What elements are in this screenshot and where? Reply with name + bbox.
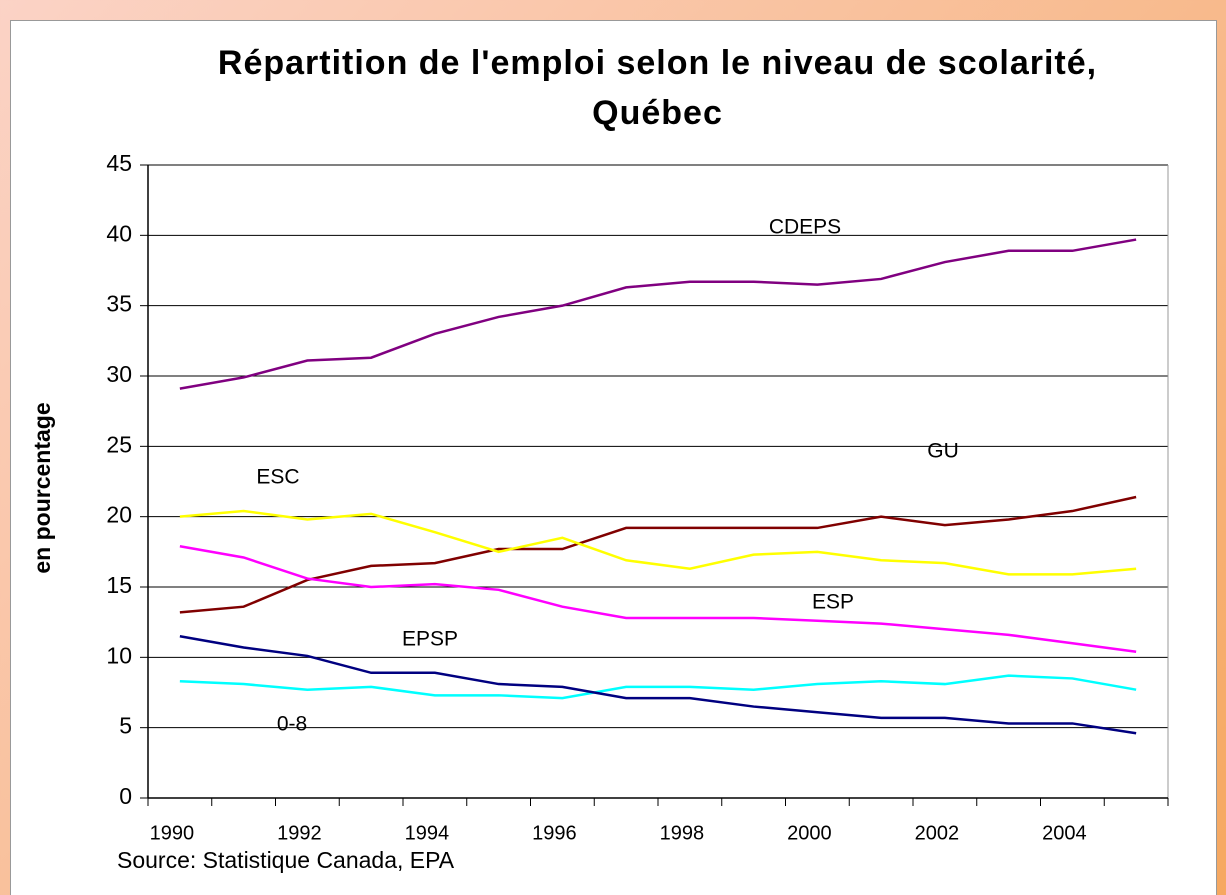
x-tick-label: 2000 (787, 822, 832, 844)
y-tick-label: 45 (106, 150, 132, 176)
y-tick-label: 20 (106, 502, 132, 528)
series-label: CDEPS (769, 216, 841, 239)
series-line (179, 674, 1137, 700)
x-tick-label: 1990 (150, 822, 195, 844)
chart-title: Répartition de l'emploi selon le niveau … (217, 44, 1098, 132)
source-note: Source: Statistique Canada, EPA (117, 847, 455, 873)
series-label: ESC (256, 466, 299, 489)
series-line (179, 495, 1137, 614)
y-tick-label: 30 (106, 361, 132, 387)
series-line (179, 544, 1137, 653)
y-tick-label: 5 (119, 713, 132, 739)
y-tick-label: 15 (106, 572, 132, 598)
series-label: EPSP (402, 628, 458, 651)
y-tick-label: 25 (106, 431, 132, 457)
x-tick-label: 2004 (1042, 822, 1087, 844)
y-tick-label: 40 (106, 220, 132, 246)
series-label: 0-8 (277, 713, 307, 736)
chart-panel (10, 20, 1217, 895)
x-tick-label: 1998 (660, 822, 705, 844)
x-tick-label: 1996 (532, 822, 577, 844)
y-tick-label: 35 (106, 291, 132, 317)
x-tick-label: 2002 (915, 822, 960, 844)
y-axis-label: en pourcentage (29, 402, 55, 573)
series-label: ESP (812, 591, 854, 614)
series-line (179, 635, 1137, 735)
series-line (179, 509, 1137, 576)
y-tick-label: 0 (119, 783, 132, 809)
series-line (179, 238, 1137, 390)
x-tick-label: 1994 (405, 822, 450, 844)
x-tick-label: 1992 (277, 822, 322, 844)
y-tick-label: 10 (106, 642, 132, 668)
series-label: GU (927, 440, 959, 463)
